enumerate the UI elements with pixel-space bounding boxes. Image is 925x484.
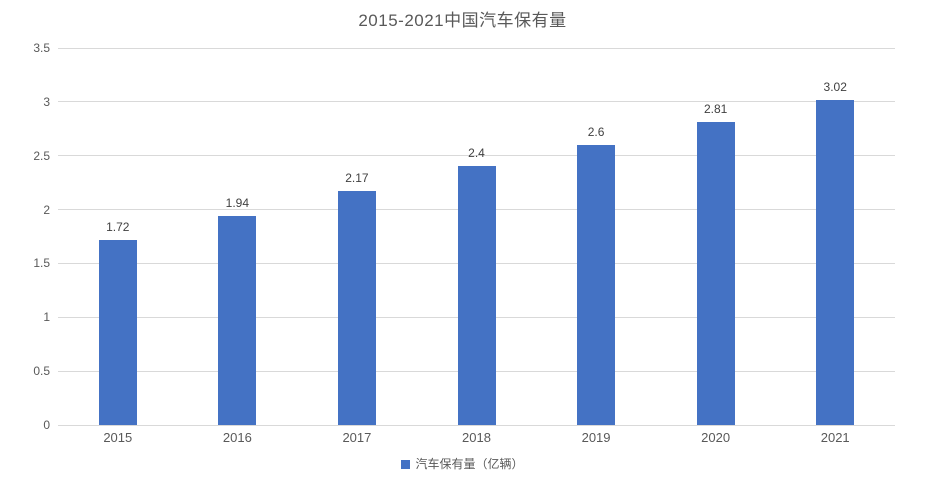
y-axis-tick-label: 3.5 — [33, 41, 50, 55]
gridline — [58, 155, 895, 157]
bar-value-label: 2.81 — [703, 102, 728, 117]
y-axis-tick-label: 0 — [43, 418, 50, 432]
gridline — [58, 101, 895, 103]
x-axis-tick-label: 2017 — [342, 430, 372, 445]
bar-2016 — [218, 216, 257, 425]
x-axis-tick-label: 2021 — [820, 430, 850, 445]
x-axis-tick-label: 2020 — [701, 430, 731, 445]
bar-value-label: 2.17 — [345, 171, 369, 186]
chart-title: 2015-2021中国汽车保有量 — [358, 11, 567, 30]
gridline — [58, 47, 895, 49]
x-axis-tick-label: 2016 — [222, 430, 252, 445]
y-axis-tick-label: 1.5 — [33, 256, 50, 271]
legend-label: 汽车保有量（亿辆） — [415, 457, 524, 471]
y-axis-tick-label: 1 — [43, 310, 50, 325]
legend: 汽车保有量（亿辆） — [0, 457, 925, 471]
y-axis-tick-label: 2.5 — [33, 148, 50, 163]
x-axis-line — [58, 424, 895, 426]
legend-swatch-icon — [401, 459, 411, 469]
bar-2021 — [816, 99, 855, 425]
x-axis-tick-label: 2015 — [103, 430, 133, 445]
bar-2015 — [98, 239, 137, 425]
y-axis-tick-label: 0.5 — [33, 364, 50, 379]
x-axis-tick-label: 2018 — [462, 430, 491, 445]
bar-value-label: 2.4 — [468, 146, 485, 161]
bar-2017 — [337, 191, 376, 425]
bar-2018 — [457, 166, 496, 425]
bar-value-label: 1.94 — [225, 196, 250, 211]
bar-value-label: 3.02 — [823, 79, 847, 94]
x-axis-tick-label: 2019 — [581, 430, 611, 445]
bar-value-label: 1.72 — [106, 219, 130, 234]
y-axis-tick-label: 3 — [43, 94, 50, 109]
y-axis-tick-label: 2 — [43, 202, 50, 217]
bar-value-label: 2.6 — [587, 124, 605, 139]
bar-2020 — [696, 122, 735, 425]
bar-2019 — [577, 144, 616, 425]
